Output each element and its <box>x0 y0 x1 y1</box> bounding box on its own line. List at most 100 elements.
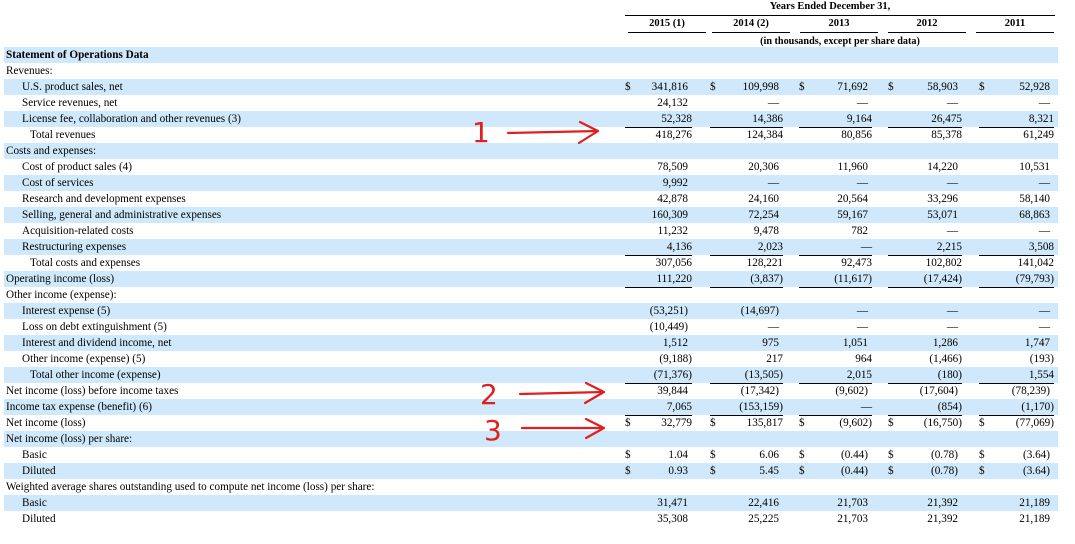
year-2015-header: 2015 (1) <box>649 18 685 29</box>
value-y2013: (0.44) <box>840 465 868 477</box>
value-y2011: (3.64) <box>1022 449 1050 461</box>
currency-symbol: $ <box>799 449 805 461</box>
table-row: Costs and expenses: <box>4 143 1058 159</box>
value-y2014: (153,159) <box>710 399 783 416</box>
currency-symbol: $ <box>625 417 631 429</box>
year-2011-header: 2011 <box>1004 18 1026 29</box>
value-y2012: — <box>946 305 958 317</box>
value-y2011: — <box>1038 321 1050 333</box>
currency-symbol: $ <box>979 81 985 93</box>
row-label: Operating income (loss) <box>6 273 115 285</box>
row-label: Total costs and expenses <box>30 257 141 269</box>
value-y2011: 52,928 <box>1019 81 1050 93</box>
currency-symbol: $ <box>799 465 805 477</box>
row-label: Total revenues <box>30 129 96 141</box>
table-row: Basic 31,471 22,416 21,703 21,392 21,189 <box>4 495 1058 511</box>
value-y2015: 1.04 <box>668 449 688 461</box>
value-y2015: 39,844 <box>657 385 688 397</box>
row-label: Statement of Operations Data <box>6 49 149 61</box>
value-y2013: — <box>856 97 868 109</box>
row-label: Loss on debt extinguishment (5) <box>22 321 167 333</box>
value-y2014: — <box>767 177 779 189</box>
row-label: Basic <box>22 449 47 461</box>
value-y2014: 20,306 <box>748 161 779 173</box>
currency-symbol: $ <box>888 81 894 93</box>
value-y2013: 21,703 <box>837 497 868 509</box>
table-row: Loss on debt extinguishment (5) (10,449) —… <box>4 319 1058 335</box>
currency-symbol: $ <box>710 449 716 461</box>
value-y2013: 21,703 <box>837 513 868 525</box>
table-row: Net income (loss) per share: <box>4 431 1058 447</box>
value-y2013: 92,473 <box>799 255 872 272</box>
value-y2012: — <box>946 225 958 237</box>
table-row: Service revenues, net 24,132 — — — — <box>4 95 1058 111</box>
row-label: Net income (loss) per share: <box>6 433 133 445</box>
row-label: Other income (expense): <box>6 289 117 301</box>
value-y2014: 5.45 <box>759 465 779 477</box>
row-label: Other income (expense) (5) <box>22 353 146 365</box>
table-row: Selling, general and administrative expe… <box>4 207 1058 223</box>
value-y2014: (13,505) <box>710 367 783 384</box>
table-row: Operating income (loss) 111,220 (3,837) (11… <box>4 271 1058 288</box>
value-y2014: 25,225 <box>748 513 779 525</box>
currency-symbol: $ <box>625 449 631 461</box>
table-row: Revenues: <box>4 63 1058 79</box>
row-label: Net income (loss) <box>6 417 86 429</box>
year-rule-2015 <box>628 32 706 33</box>
year-2014-header: 2014 (2) <box>733 18 769 29</box>
value-y2012: (180) <box>888 367 962 384</box>
table-row: Other income (expense): <box>4 287 1058 303</box>
value-y2013: — <box>799 399 872 416</box>
row-label: Service revenues, net <box>22 97 118 109</box>
value-y2015: (10,449) <box>649 321 688 333</box>
value-y2013: (0.44) <box>840 449 868 461</box>
value-y2013: 2,015 <box>799 367 872 384</box>
value-y2013: 11,960 <box>837 161 868 173</box>
value-y2011: — <box>1038 177 1050 189</box>
value-y2014: 24,160 <box>748 193 779 205</box>
value-y2012: 26,475 <box>888 111 962 128</box>
value-y2014: — <box>767 321 779 333</box>
row-label: Weighted average shares outstanding used… <box>6 481 375 493</box>
table-row: Basic $1.04 $6.06 $ (0.44) $ (0.78) $ (3.64) <box>4 447 1058 463</box>
value-y2014: 217 <box>710 351 783 368</box>
value-y2015: (71,376) <box>625 367 692 384</box>
value-y2011: 21,189 <box>1019 497 1050 509</box>
row-label: Interest and dividend income, net <box>22 337 172 349</box>
row-label: Revenues: <box>6 65 53 77</box>
value-y2013: 782 <box>851 225 868 237</box>
table-row: Total other income (expense) (71,376) (13,… <box>4 367 1058 384</box>
currency-symbol: $ <box>625 465 631 477</box>
value-y2014: — <box>767 97 779 109</box>
value-y2012: 21,392 <box>927 497 958 509</box>
period-header: Years Ended December 31, <box>769 1 891 12</box>
currency-symbol: $ <box>625 81 631 93</box>
table-row: U.S. product sales, net $341,816 $109,998 $… <box>4 79 1058 95</box>
value-y2015: 52,328 <box>625 111 692 128</box>
row-label: Diluted <box>22 513 56 525</box>
value-y2013: 964 <box>799 351 872 368</box>
row-label: Basic <box>22 497 47 509</box>
table-row: Statement of Operations Data <box>4 47 1058 63</box>
value-y2011: 10,531 <box>1019 161 1050 173</box>
row-label: Costs and expenses: <box>6 145 97 157</box>
year-rule-2012 <box>888 32 966 33</box>
table-row: Net income (loss) $32,779 $135,817 $ (9,602)… <box>4 415 1058 434</box>
value-y2014: (3,837) <box>710 271 783 288</box>
currency-symbol: $ <box>979 465 985 477</box>
value-y2012: — <box>946 97 958 109</box>
value-y2011: 21,189 <box>1019 513 1050 525</box>
currency-symbol: $ <box>710 417 716 429</box>
year-2012-header: 2012 <box>916 18 938 29</box>
units-header: (in thousands, except per share data) <box>760 36 920 47</box>
value-y2011: — <box>1038 225 1050 237</box>
value-y2011: 1,554 <box>979 367 1054 384</box>
value-y2012: 2,215 <box>888 239 962 256</box>
row-label: Acquisition-related costs <box>22 225 134 237</box>
table-row: Interest expense (5) (53,251) (14,697) — — — <box>4 303 1058 319</box>
value-y2011: 61,249 <box>979 127 1054 144</box>
value-y2013: — <box>856 177 868 189</box>
value-y2014: 22,416 <box>748 497 779 509</box>
value-y2014: 124,384 <box>710 127 783 144</box>
